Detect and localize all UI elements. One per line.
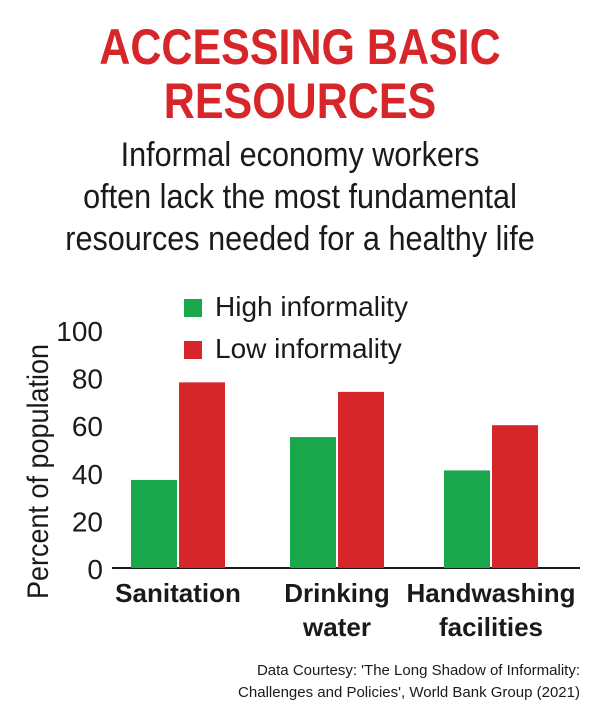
bar-low-informality	[492, 425, 538, 568]
y-axis-title: Percent of population	[22, 344, 56, 599]
source-credit-line-2: Challenges and Policies', World Bank Gro…	[238, 684, 580, 701]
x-category-label: facilities	[439, 612, 543, 642]
y-tick-label: 60	[72, 411, 103, 442]
bar-high-informality	[131, 479, 177, 568]
x-category-label: Drinking	[284, 578, 389, 608]
x-category-label: water	[302, 612, 371, 642]
subtitle-line-2: often lack the most fundamental	[83, 178, 517, 216]
legend-label: High informality	[215, 291, 408, 322]
y-tick-label: 20	[72, 506, 103, 537]
bar-low-informality	[179, 382, 225, 568]
y-tick-label: 100	[56, 316, 103, 347]
bar-chart: Percent of population 0 20 40 60 80 100 Sanitat…	[22, 291, 580, 642]
bar-high-informality	[444, 470, 490, 568]
legend-swatch-low-informality	[184, 341, 202, 359]
chart-title-line-1: ACCESSING BASIC	[99, 19, 501, 75]
legend-label: Low informality	[215, 333, 402, 364]
chart-title-line-2: RESOURCES	[163, 73, 437, 129]
x-category-label: Sanitation	[115, 578, 241, 608]
subtitle-line-1: Informal economy workers	[120, 136, 480, 174]
y-tick-label: 0	[87, 554, 103, 585]
subtitle-line-3: resources needed for a healthy life	[65, 220, 535, 258]
bar-low-informality	[338, 391, 384, 568]
legend-swatch-high-informality	[184, 299, 202, 317]
source-credit-line-1: Data Courtesy: 'The Long Shadow of Infor…	[256, 662, 580, 679]
x-category-label: Handwashing	[406, 578, 575, 608]
bar-high-informality	[290, 437, 336, 568]
y-tick-label: 80	[72, 364, 103, 395]
y-tick-label: 40	[72, 459, 103, 490]
